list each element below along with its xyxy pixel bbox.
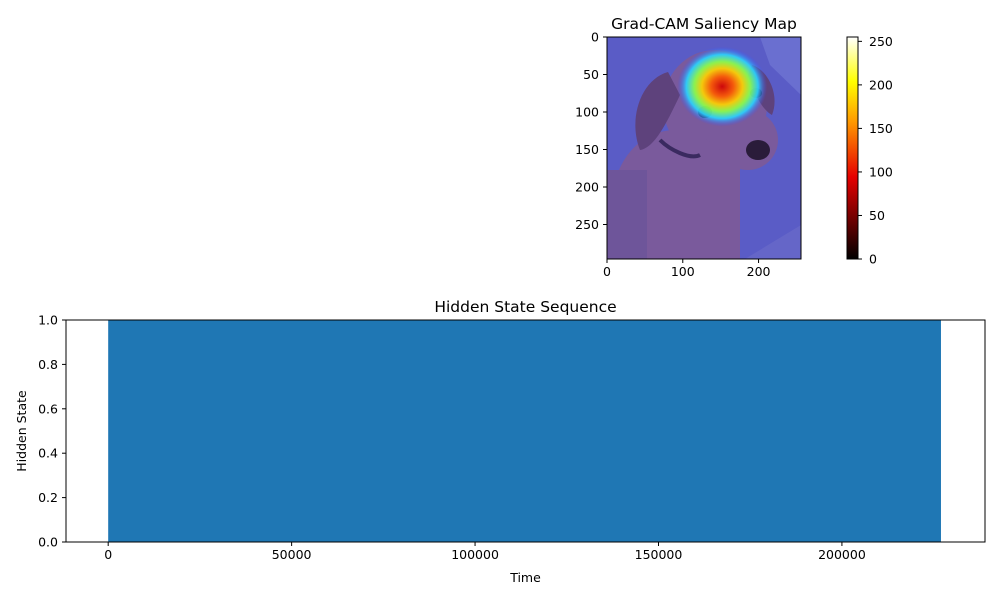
- saliency-map-title: Grad-CAM Saliency Map: [611, 15, 797, 33]
- y-tick-label: 0: [591, 30, 599, 45]
- x-tick-label: 50000: [272, 547, 312, 562]
- y-tick-label: 150: [575, 142, 599, 157]
- y-tick-label: 0.4: [38, 446, 58, 461]
- saliency-map-frame: [606, 36, 802, 260]
- y-tick-label: 1.0: [38, 313, 58, 328]
- y-tick-label: 200: [575, 180, 599, 195]
- saliency-map-axes: Grad-CAM Saliency Map: [575, 15, 802, 279]
- hidden-state-axes: Hidden State Sequence 0 50000 100000 150000…: [14, 298, 986, 585]
- colorbar-tick-label: 0: [869, 252, 877, 267]
- y-tick-label: 0.8: [38, 357, 58, 372]
- colorbar-frame: [846, 36, 859, 260]
- hidden-state-y-ticks: 0.0 0.2 0.4 0.6 0.8 1.0: [38, 313, 66, 550]
- y-axis-label: Hidden State: [14, 390, 29, 472]
- colorbar-gradient: [847, 37, 858, 259]
- colorbar-ticks: 0 50 100 150 200 250: [858, 34, 893, 267]
- x-tick-label: 150000: [635, 547, 683, 562]
- hidden-state-frame: [65, 319, 986, 543]
- saliency-hotspot: [677, 46, 768, 127]
- saliency-image: [607, 37, 801, 259]
- x-tick-label: 0: [104, 547, 112, 562]
- x-tick-label: 100: [671, 264, 695, 279]
- x-tick-label: 100000: [451, 547, 499, 562]
- colorbar-tick-label: 150: [869, 121, 893, 136]
- hidden-state-x-ticks: 0 50000 100000 150000 200000: [104, 542, 866, 562]
- y-tick-label: 100: [575, 105, 599, 120]
- colorbar-tick-label: 50: [869, 208, 885, 223]
- y-tick-label: 0.6: [38, 401, 58, 416]
- colorbar-tick-label: 100: [869, 164, 893, 179]
- x-tick-label: 200: [747, 264, 771, 279]
- colorbar: 0 50 100 150 200 250: [846, 34, 893, 267]
- y-tick-label: 250: [575, 217, 599, 232]
- colorbar-tick-label: 200: [869, 77, 893, 92]
- y-tick-label: 0.0: [38, 535, 58, 550]
- x-tick-label: 0: [603, 264, 611, 279]
- backdrop-shade: [760, 37, 801, 95]
- x-tick-label: 200000: [818, 547, 866, 562]
- y-tick-label: 0.2: [38, 490, 58, 505]
- floor-shade: [745, 225, 801, 259]
- y-tick-label: 50: [583, 67, 599, 82]
- saliency-y-ticks: 0 50 100 150 200 250: [575, 30, 607, 232]
- x-axis-label: Time: [509, 570, 541, 585]
- hidden-state-bar: [108, 320, 941, 542]
- hidden-state-title: Hidden State Sequence: [434, 298, 616, 316]
- colorbar-tick-label: 250: [869, 34, 893, 49]
- saliency-x-ticks: 0 100 200: [603, 259, 771, 279]
